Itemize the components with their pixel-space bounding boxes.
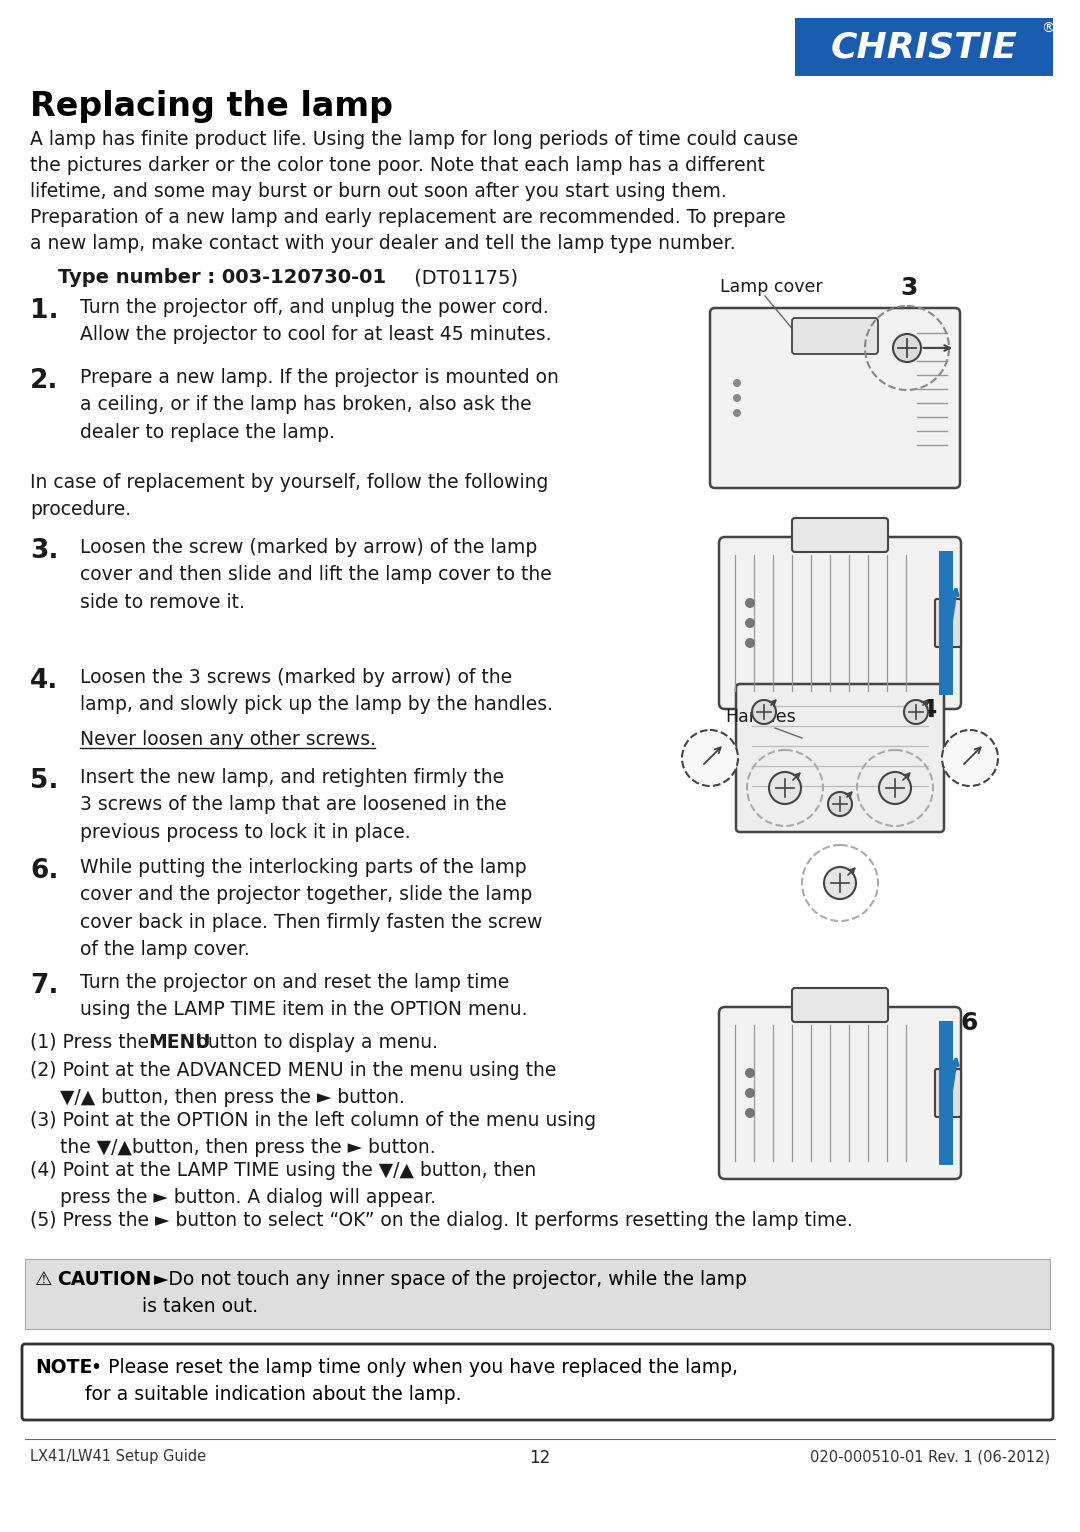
Text: In case of replacement by yourself, follow the following
procedure.: In case of replacement by yourself, foll… [30,473,549,519]
FancyBboxPatch shape [22,1344,1053,1420]
Text: ►Do not touch any inner space of the projector, while the lamp
is taken out.: ►Do not touch any inner space of the pro… [141,1270,747,1316]
Text: 3: 3 [900,276,917,300]
Text: lifetime, and some may burst or burn out soon after you start using them.: lifetime, and some may burst or burn out… [30,182,727,201]
Circle shape [681,731,738,786]
Text: 4: 4 [920,699,937,722]
Text: NOTE: NOTE [35,1357,92,1377]
FancyBboxPatch shape [710,308,960,489]
Circle shape [745,637,755,648]
Circle shape [769,772,801,804]
Text: button to display a menu.: button to display a menu. [190,1033,438,1052]
Circle shape [745,1108,755,1118]
Text: • Please reset the lamp time only when you have replaced the lamp,
for a suitabl: • Please reset the lamp time only when y… [85,1357,738,1405]
Circle shape [828,792,852,817]
Text: (4) Point at the LAMP TIME using the ▼/▲ button, then
     press the ► button. A: (4) Point at the LAMP TIME using the ▼/▲… [30,1161,537,1207]
FancyBboxPatch shape [25,1259,1050,1328]
Text: (DT01175): (DT01175) [408,268,518,286]
Text: ®: ® [1041,21,1055,35]
Circle shape [733,409,741,417]
Text: (1) Press the: (1) Press the [30,1033,156,1052]
Circle shape [733,394,741,401]
Text: MENU: MENU [148,1033,211,1052]
Text: 020-000510-01 Rev. 1 (06-2012): 020-000510-01 Rev. 1 (06-2012) [810,1449,1050,1465]
Text: Never loosen any other screws.: Never loosen any other screws. [80,731,376,749]
Text: (2) Point at the ADVANCED MENU in the menu using the
     ▼/▲ button, then press: (2) Point at the ADVANCED MENU in the me… [30,1062,556,1108]
FancyBboxPatch shape [795,18,1053,77]
Text: Lamp cover: Lamp cover [720,277,823,296]
FancyBboxPatch shape [939,552,953,696]
FancyBboxPatch shape [735,683,944,832]
Text: a new lamp, make contact with your dealer and tell the lamp type number.: a new lamp, make contact with your deale… [30,234,735,253]
Circle shape [745,597,755,608]
Text: Loosen the 3 screws (marked by arrow) of the
lamp, and slowly pick up the lamp b: Loosen the 3 screws (marked by arrow) of… [80,668,553,714]
Text: 5.: 5. [30,768,58,794]
Text: 6.: 6. [30,858,58,884]
Text: 1.: 1. [30,299,58,323]
Text: A lamp has finite product life. Using the lamp for long periods of time could ca: A lamp has finite product life. Using th… [30,130,798,149]
FancyBboxPatch shape [719,538,961,709]
FancyBboxPatch shape [935,599,961,647]
Text: (3) Point at the OPTION in the left column of the menu using
     the ▼/▲button,: (3) Point at the OPTION in the left colu… [30,1111,596,1157]
Circle shape [733,378,741,388]
Text: Replacing the lamp: Replacing the lamp [30,90,393,123]
Text: the pictures darker or the color tone poor. Note that each lamp has a different: the pictures darker or the color tone po… [30,156,765,175]
Circle shape [745,1068,755,1079]
Text: 12: 12 [529,1449,551,1468]
Circle shape [893,334,921,362]
Text: Insert the new lamp, and retighten firmly the
3 screws of the lamp that are loos: Insert the new lamp, and retighten firml… [80,768,507,841]
Text: Prepare a new lamp. If the projector is mounted on
a ceiling, or if the lamp has: Prepare a new lamp. If the projector is … [80,368,558,441]
Circle shape [745,617,755,628]
Text: 4.: 4. [30,668,58,694]
FancyBboxPatch shape [939,1020,953,1164]
Text: 7.: 7. [30,973,58,999]
Circle shape [942,731,998,786]
FancyBboxPatch shape [792,518,888,552]
Text: 2.: 2. [30,368,58,394]
Text: 3.: 3. [30,538,58,564]
Text: CAUTION: CAUTION [57,1270,151,1288]
Text: CHRISTIE: CHRISTIE [831,31,1017,64]
Circle shape [752,700,777,725]
Text: ⚠: ⚠ [35,1270,53,1288]
Text: Turn the projector on and reset the lamp time
using the LAMP TIME item in the OP: Turn the projector on and reset the lamp… [80,973,527,1019]
Circle shape [904,700,928,725]
Text: Preparation of a new lamp and early replacement are recommended. To prepare: Preparation of a new lamp and early repl… [30,208,786,227]
Text: Handles: Handles [725,708,796,726]
Circle shape [745,1088,755,1098]
Text: Loosen the screw (marked by arrow) of the lamp
cover and then slide and lift the: Loosen the screw (marked by arrow) of th… [80,538,552,611]
Circle shape [824,867,856,899]
Circle shape [879,772,912,804]
Text: Type number : 003-120730-01: Type number : 003-120730-01 [58,268,387,286]
Text: (5) Press the ► button to select “OK” on the dialog. It performs resetting the l: (5) Press the ► button to select “OK” on… [30,1210,853,1230]
FancyBboxPatch shape [792,319,878,354]
Text: Turn the projector off, and unplug the power cord.
Allow the projector to cool f: Turn the projector off, and unplug the p… [80,299,552,345]
Text: 6: 6 [960,1011,977,1036]
FancyBboxPatch shape [792,988,888,1022]
FancyBboxPatch shape [719,1007,961,1180]
Text: LX41/LW41 Setup Guide: LX41/LW41 Setup Guide [30,1449,206,1465]
FancyBboxPatch shape [935,1069,961,1117]
Text: While putting the interlocking parts of the lamp
cover and the projector togethe: While putting the interlocking parts of … [80,858,542,959]
